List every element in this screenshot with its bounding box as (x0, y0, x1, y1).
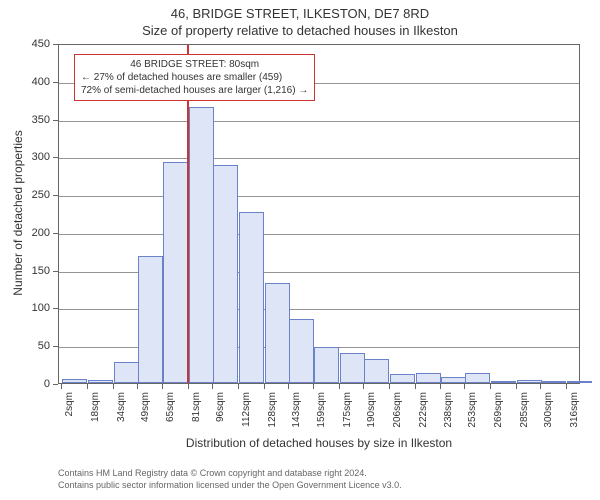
histogram-bar (114, 362, 139, 383)
histogram-bar (364, 359, 389, 383)
xtick-label: 206sqm (392, 392, 403, 428)
chart-title-main: 46, BRIDGE STREET, ILKESTON, DE7 8RD (0, 0, 600, 21)
xtick-mark (188, 384, 189, 389)
xtick-mark (87, 384, 88, 389)
ytick-mark (53, 346, 58, 347)
gridline (59, 234, 579, 235)
xtick-label: 285sqm (519, 392, 530, 428)
xtick-label: 128sqm (267, 392, 278, 428)
xtick-mark (566, 384, 567, 389)
ytick-label: 100 (0, 302, 50, 314)
xtick-mark (415, 384, 416, 389)
xtick-mark (490, 384, 491, 389)
xtick-label: 190sqm (366, 392, 377, 428)
histogram-bar (189, 107, 214, 383)
ytick-mark (53, 195, 58, 196)
xtick-label: 269sqm (493, 392, 504, 428)
xtick-label: 253sqm (467, 392, 478, 428)
xtick-mark (516, 384, 517, 389)
chart-title-sub: Size of property relative to detached ho… (0, 21, 600, 38)
xtick-mark (212, 384, 213, 389)
ytick-label: 50 (0, 340, 50, 352)
histogram-bar (390, 374, 415, 383)
histogram-bar (465, 373, 490, 383)
histogram-bar (340, 353, 365, 383)
footer-line-2: Contains public sector information licen… (58, 480, 402, 492)
xtick-label: 300sqm (543, 392, 554, 428)
chart-container: 46, BRIDGE STREET, ILKESTON, DE7 8RD Siz… (0, 0, 600, 500)
footer-attribution: Contains HM Land Registry data © Crown c… (58, 468, 402, 491)
ytick-label: 150 (0, 265, 50, 277)
histogram-bar (289, 319, 314, 383)
xtick-mark (238, 384, 239, 389)
footer-line-1: Contains HM Land Registry data © Crown c… (58, 468, 402, 480)
xtick-label: 159sqm (316, 392, 327, 428)
ytick-label: 450 (0, 38, 50, 50)
xtick-mark (264, 384, 265, 389)
ytick-mark (53, 120, 58, 121)
ytick-label: 200 (0, 227, 50, 239)
gridline (59, 121, 579, 122)
ytick-mark (53, 308, 58, 309)
histogram-bar (138, 256, 163, 383)
ytick-mark (53, 271, 58, 272)
annotation-line: 46 BRIDGE STREET: 80sqm (81, 58, 308, 71)
xtick-label: 65sqm (165, 392, 176, 422)
xtick-label: 238sqm (443, 392, 454, 428)
annotation-line: 72% of semi-detached houses are larger (… (81, 84, 308, 97)
xtick-label: 2sqm (64, 392, 75, 416)
histogram-bar (239, 212, 264, 384)
histogram-bar (441, 377, 466, 383)
xtick-label: 49sqm (140, 392, 151, 422)
gridline (59, 196, 579, 197)
xtick-mark (288, 384, 289, 389)
ytick-mark (53, 157, 58, 158)
xtick-mark (313, 384, 314, 389)
histogram-bar (62, 379, 87, 383)
xtick-mark (113, 384, 114, 389)
xtick-label: 316sqm (569, 392, 580, 428)
ytick-label: 350 (0, 114, 50, 126)
xtick-label: 34sqm (116, 392, 127, 422)
histogram-bar (517, 380, 542, 383)
histogram-bar (567, 381, 592, 383)
xtick-mark (440, 384, 441, 389)
annotation-box: 46 BRIDGE STREET: 80sqm← 27% of detached… (74, 54, 315, 101)
xtick-mark (162, 384, 163, 389)
ytick-mark (53, 233, 58, 234)
histogram-bar (88, 380, 113, 383)
histogram-bar (491, 381, 516, 383)
xtick-mark (339, 384, 340, 389)
xtick-label: 18sqm (90, 392, 101, 422)
xtick-label: 175sqm (342, 392, 353, 428)
histogram-bar (314, 347, 339, 383)
ytick-label: 300 (0, 151, 50, 163)
xtick-label: 143sqm (291, 392, 302, 428)
xtick-label: 112sqm (241, 392, 252, 427)
gridline (59, 158, 579, 159)
histogram-bar (265, 283, 290, 383)
annotation-line: ← 27% of detached houses are smaller (45… (81, 71, 308, 84)
xtick-label: 96sqm (215, 392, 226, 422)
xtick-mark (61, 384, 62, 389)
xtick-mark (464, 384, 465, 389)
ytick-label: 250 (0, 189, 50, 201)
x-axis-label: Distribution of detached houses by size … (58, 436, 580, 450)
histogram-bar (213, 165, 238, 383)
xtick-label: 222sqm (418, 392, 429, 428)
histogram-bar (163, 162, 188, 383)
xtick-mark (137, 384, 138, 389)
ytick-label: 0 (0, 378, 50, 390)
xtick-mark (389, 384, 390, 389)
ytick-mark (53, 44, 58, 45)
xtick-mark (363, 384, 364, 389)
ytick-label: 400 (0, 76, 50, 88)
ytick-mark (53, 82, 58, 83)
histogram-bar (541, 381, 566, 383)
xtick-mark (540, 384, 541, 389)
ytick-mark (53, 384, 58, 385)
xtick-label: 81sqm (191, 392, 202, 422)
histogram-bar (416, 373, 441, 383)
